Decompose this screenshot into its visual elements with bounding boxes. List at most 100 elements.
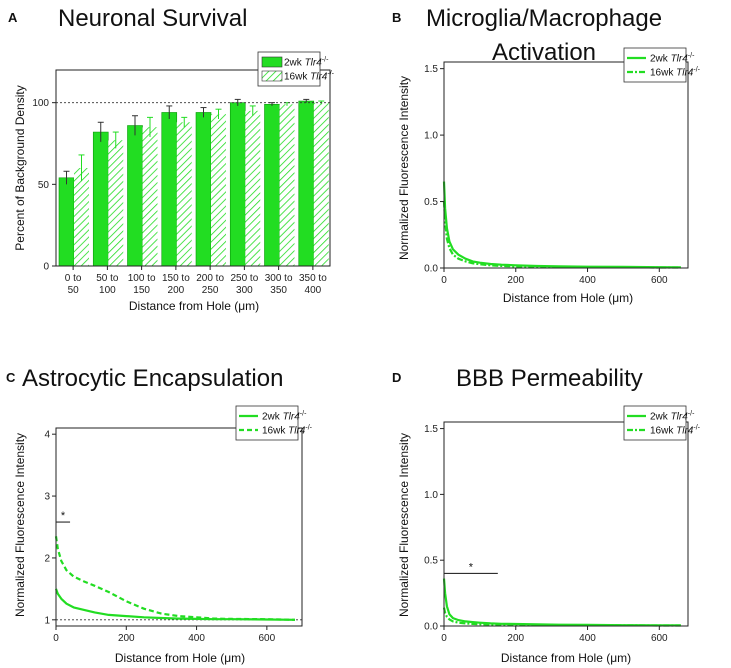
panel-c-xtick-label-0: 0: [53, 633, 59, 644]
panel-a-bar-s0-7: [298, 100, 315, 267]
panel-d-ylabel: Normalized Fluorescence Intensity: [397, 433, 411, 617]
panel-a-bar-s0-0: [58, 177, 75, 267]
panel-a-ytick-label-0: 0: [43, 262, 49, 273]
panel-a-ytick-label-1: 50: [38, 180, 50, 191]
panel-b-series-line-1: [442, 201, 681, 269]
panel-a-xtick-label-2-b: 150: [133, 285, 150, 296]
panel-a-legend: 2wk Tlr4-/- 16wk Tlr4-/-: [257, 51, 335, 87]
panel-a-bar-s1-0: [74, 168, 89, 266]
panel-b-series-line-0: [442, 181, 681, 269]
panel-a-xtick-label-0-a: 0 to: [65, 273, 82, 284]
panel-d-legend-box: [623, 405, 687, 441]
panel-a-xlabel: Distance from Hole (μm): [129, 299, 259, 313]
panel-c-legend-box: [235, 405, 299, 441]
panel-d-title: BBB Permeability: [456, 365, 643, 392]
panel-b-xtick-label-3: 600: [651, 275, 668, 286]
panel-d-ytick-label-2: 1.0: [424, 490, 438, 501]
panel-a-bar-s1-4: [211, 114, 226, 266]
panel-d-legend-label-1: 16wk Tlr4-/-: [650, 425, 701, 437]
panel-c-legend: 2wk Tlr4-/- 16wk Tlr4-/-: [235, 405, 313, 441]
panel-d-xtick-label-1: 200: [507, 633, 524, 644]
panel-c-xtick-label-3: 600: [259, 633, 276, 644]
panel-d-plot: * 0.0 0.5 1.0 1.5 0 200 400 600: [424, 421, 689, 644]
panel-a-bars: [58, 98, 329, 267]
panel-c-ytick-label-2: 3: [44, 492, 50, 503]
panel-d-xlabel: Distance from Hole (μm): [501, 651, 631, 665]
panel-a-bar-s1-5: [245, 110, 261, 266]
panel-a-xtick-label-5-a: 250 to: [230, 273, 258, 284]
panel-d-xtick-label-2: 400: [579, 633, 596, 644]
panel-b-ytick-label-3: 1.5: [424, 64, 438, 75]
panel-c-ytick-label-3: 4: [44, 430, 50, 441]
panel-a-bar-s0-4: [195, 112, 212, 267]
panel-b-ylabel: Normalized Fluorescence Intensity: [397, 76, 411, 260]
panel-a-legend-label-1: 16wk Tlr4-/-: [284, 71, 335, 83]
panel-a-xtick-label-1-b: 100: [99, 285, 116, 296]
panel-d-series-line-0: [442, 578, 681, 627]
panel-b-legend-box: [623, 47, 687, 83]
panel-a-xtick-label-1-a: 50 to: [96, 273, 119, 284]
panel-d-ytick-label-1: 0.5: [424, 556, 438, 567]
panel-c-legend-label-0: 2wk Tlr4-/-: [262, 411, 307, 423]
panel-d-xtick-label-3: 600: [651, 633, 668, 644]
panel-a-ytick-label-2: 100: [32, 98, 49, 109]
panel-a-xtick-label-7-b: 400: [305, 285, 322, 296]
panel-c-xtick-label-2: 400: [188, 633, 205, 644]
panel-a-bar-s0-6: [264, 104, 280, 267]
panel-c-title: Astrocytic Encapsulation: [22, 365, 283, 392]
panel-a-xtick-label-6-b: 350: [270, 285, 287, 296]
panel-a-xtick-label-4-a: 200 to: [196, 273, 224, 284]
panel-c-ytick-label-0: 1: [44, 615, 50, 626]
panel-label-c: C: [6, 370, 16, 385]
panel-d-ytick-label-3: 1.5: [424, 424, 438, 435]
panel-a-bar-s1-6: [279, 104, 295, 266]
panel-label-b: B: [392, 10, 401, 25]
panel-a-xtick-label-7-a: 350 to: [299, 273, 327, 284]
panel-b-legend: 2wk Tlr4-/- 16wk Tlr4-/-: [623, 47, 701, 83]
panel-a-legend-swatch-0: [261, 56, 283, 68]
panel-a-bar-s1-7: [313, 102, 329, 267]
panel-d-xtick-label-0: 0: [441, 633, 447, 644]
panel-a-ylabel: Percent of Background Density: [13, 85, 27, 250]
panel-c-ytick-label-1: 2: [44, 553, 50, 564]
panel-d-series-line-1: [442, 607, 681, 627]
panel-a-xtick-label-2-a: 100 to: [128, 273, 156, 284]
panel-b-legend-label-0: 2wk Tlr4-/-: [650, 53, 695, 65]
panel-b-xtick-label-0: 0: [441, 275, 447, 286]
panel-b: B Microglia/Macrophage Activation Normal…: [392, 5, 701, 305]
panel-a-xtick-label-6-a: 300 to: [265, 273, 293, 284]
panel-a-legend-label-0: 2wk Tlr4-/-: [284, 57, 329, 69]
panel-c-xtick-label-1: 200: [118, 633, 135, 644]
panel-b-title-line1: Microglia/Macrophage: [426, 5, 662, 32]
panel-a-xtick-label-4-b: 250: [202, 285, 219, 296]
panel-a-xtick-label-5-b: 300: [236, 285, 253, 296]
panel-d-legend: 2wk Tlr4-/- 16wk Tlr4-/-: [623, 405, 701, 441]
panel-c-series-line-1: [54, 536, 296, 621]
panel-a-legend-swatch-1: [261, 70, 283, 82]
panel-b-xtick-label-2: 400: [579, 275, 596, 286]
panel-label-a: A: [8, 10, 18, 25]
panel-a-bar-s1-2: [142, 127, 158, 267]
panel-c-legend-label-1: 16wk Tlr4-/-: [262, 425, 313, 437]
panel-c-series-line-0: [54, 588, 296, 621]
panel-c-plot: * 1 2 3 4 0 200 400 600: [44, 427, 303, 644]
panel-b-xtick-label-1: 200: [507, 275, 524, 286]
panel-a-xtick-label-3-a: 150 to: [162, 273, 190, 284]
panel-a-xtick-label-3-b: 200: [168, 285, 185, 296]
panel-b-xlabel: Distance from Hole (μm): [503, 291, 633, 305]
panel-b-ytick-label-0: 0.0: [424, 264, 438, 275]
panel-label-d: D: [392, 370, 401, 385]
panel-b-legend-label-1: 16wk Tlr4-/-: [650, 67, 701, 79]
panel-d: D BBB Permeability Normalized Fluorescen…: [392, 365, 701, 665]
panel-b-ytick-label-2: 1.0: [424, 131, 438, 142]
panel-c-significance-star: *: [61, 510, 66, 522]
panel-a-bar-s0-1: [92, 131, 109, 267]
panel-c-xlabel: Distance from Hole (μm): [115, 651, 245, 665]
panel-a-bar-s1-1: [108, 140, 124, 266]
panel-c: C Astrocytic Encapsulation Normalized Fl…: [6, 365, 313, 665]
panel-d-ytick-label-0: 0.0: [424, 622, 438, 633]
panel-d-legend-label-0: 2wk Tlr4-/-: [650, 411, 695, 423]
panel-b-frame: [443, 61, 689, 269]
